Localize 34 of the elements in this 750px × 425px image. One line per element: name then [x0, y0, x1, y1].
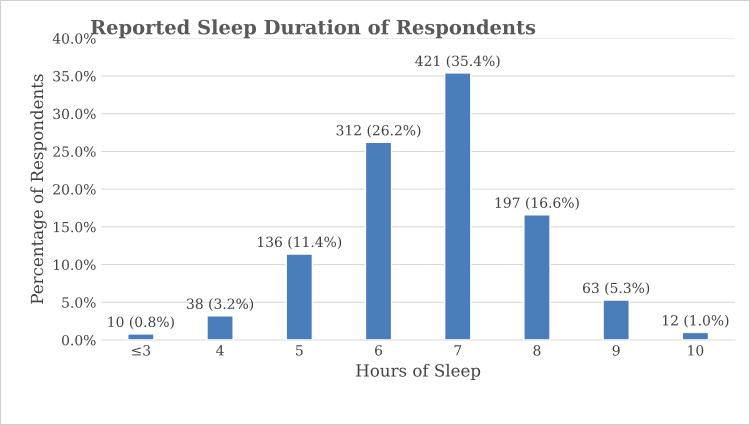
y-tick-label: 35.0%: [53, 70, 96, 82]
y-axis-title: Percentage of Respondents: [30, 74, 47, 304]
y-tick-label: 10.0%: [54, 260, 96, 270]
x-axis-title: Hours of Sleep: [356, 364, 480, 380]
data-label: 136 (11.4%): [258, 236, 342, 250]
bar: [444, 72, 472, 340]
bar: [286, 253, 314, 340]
bar: [206, 315, 234, 340]
x-tick-label: ≤3: [132, 345, 150, 356]
x-tick-label: 9: [612, 345, 620, 356]
x-tick-label: 10: [688, 345, 704, 356]
data-label: 421 (35.4%): [415, 55, 500, 68]
bar: [127, 333, 155, 340]
data-label: 63 (5.3%): [582, 282, 650, 296]
x-tick-label: 6: [375, 345, 382, 356]
data-label: 312 (26.2%): [336, 124, 420, 138]
y-tick-label: 0.0%: [62, 334, 96, 346]
y-tick-label: 15.0%: [54, 222, 96, 232]
y-tick-label: 5.0%: [62, 297, 96, 308]
bar: [364, 142, 392, 340]
data-label: 38 (3.2%): [187, 298, 254, 311]
x-tick-label: 8: [533, 345, 540, 356]
bar: [523, 214, 551, 340]
x-tick-label: 7: [454, 345, 462, 356]
x-tick-label: 5: [296, 345, 303, 356]
y-tick-label: 30.0%: [53, 108, 96, 120]
bar: [602, 299, 630, 340]
data-label: 10 (0.8%): [108, 316, 174, 330]
bar: [682, 332, 710, 340]
data-label: 197 (16.6%): [496, 197, 579, 210]
x-tick-label: 4: [216, 345, 224, 356]
y-tick-label: 25.0%: [53, 146, 96, 157]
y-tick-label: 20.0%: [53, 184, 96, 195]
data-label: 12 (1.0%): [662, 314, 728, 328]
